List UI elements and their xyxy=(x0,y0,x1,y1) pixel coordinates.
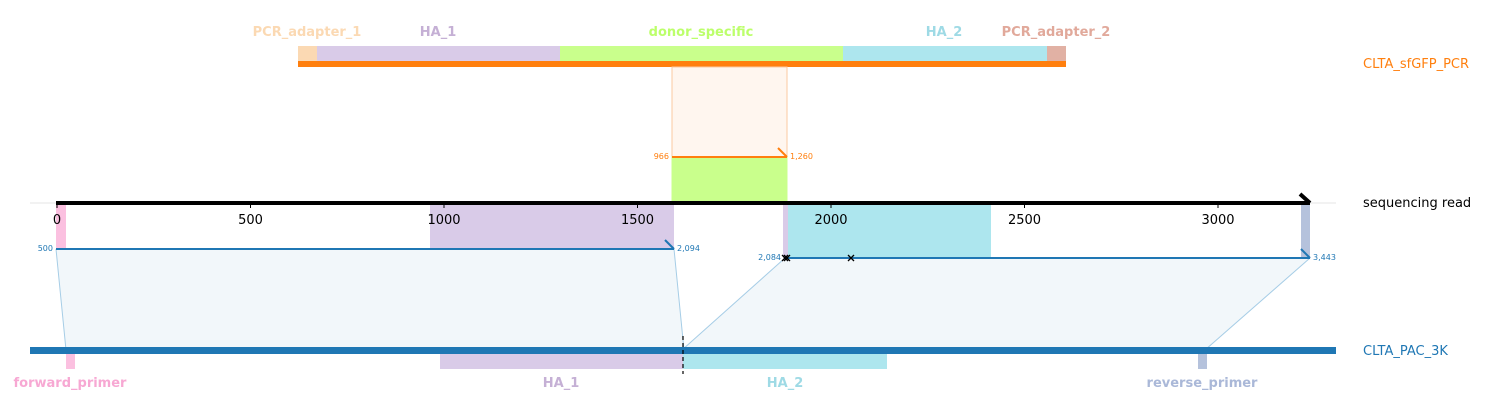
bottom-alignment-2-start-label: 2,084 xyxy=(758,253,781,262)
bottom-feature-ha-2 xyxy=(683,354,887,369)
top-feature-pcr-adapter-1 xyxy=(298,46,317,61)
bottom-feature-ha-1 xyxy=(440,354,683,369)
mismatch-marker xyxy=(781,254,789,262)
read-axis-tick-label: 0 xyxy=(53,213,61,228)
top-feature-pcr-adapter-2 xyxy=(1047,46,1066,61)
bottom-feature-label: HA_1 xyxy=(543,376,580,391)
mismatch-marker xyxy=(783,254,791,262)
read-feature-ha-2 xyxy=(788,204,991,258)
read-axis-tick-label: 3000 xyxy=(1201,213,1234,228)
top-alignment-arrow xyxy=(777,147,788,158)
mismatch-marker xyxy=(847,254,855,262)
bottom-alignment-2-edge-left xyxy=(681,257,786,351)
read-axis-tick-label: 500 xyxy=(238,213,263,228)
bottom-feature-forward-primer xyxy=(66,354,75,369)
top-feature-label: PCR_adapter_2 xyxy=(1002,25,1111,40)
top-reference-bar xyxy=(298,61,1066,67)
top-reference-name: CLTA_sfGFP_PCR xyxy=(1363,57,1469,72)
sequencing-read: 0 500 1000 1500 2000 2500 3000 sequencing read xyxy=(30,192,1471,258)
top-feature-label: HA_1 xyxy=(420,25,457,40)
top-alignment-fill xyxy=(671,66,788,158)
bottom-alignment-1-start-label: 500 xyxy=(38,244,53,253)
bottom-reference-name: CLTA_PAC_3K xyxy=(1363,344,1448,359)
read-axis-tick-label: 2000 xyxy=(814,213,847,228)
read-axis-ticks: 0 500 1000 1500 2000 2500 3000 xyxy=(53,203,1235,228)
read-feature-reverse-primer xyxy=(1301,204,1310,258)
read-feature-ha-1 xyxy=(430,204,674,249)
bottom-alignment-1-arrow xyxy=(664,239,675,250)
bottom-alignment-2-arrow xyxy=(1300,248,1311,259)
read-axis-tick-label: 2500 xyxy=(1008,213,1041,228)
read-feature-forward-primer xyxy=(56,204,66,249)
bottom-alignment-2-end-label: 3,443 xyxy=(1313,253,1336,262)
bottom-alignments: 500 2,094 2,084 3,443 xyxy=(38,239,1336,351)
top-feature-ha-1 xyxy=(317,46,560,61)
top-feature-donor-specific xyxy=(560,46,843,61)
top-feature-label: PCR_adapter_1 xyxy=(253,25,362,40)
bottom-alignment-1-edge-right xyxy=(673,248,685,351)
top-alignment-end-label: 1,260 xyxy=(790,152,813,161)
bottom-feature-reverse-primer xyxy=(1198,354,1207,369)
bottom-alignment-1-fill xyxy=(56,249,684,350)
read-feature-ha-1-fragment xyxy=(783,204,788,258)
top-alignment: 966 1,260 xyxy=(654,66,813,204)
read-name: sequencing read xyxy=(1363,196,1471,211)
bottom-feature-label: forward_primer xyxy=(14,376,128,391)
top-feature-label: HA_2 xyxy=(926,25,963,40)
bottom-alignment-2-edge-right xyxy=(1204,257,1311,351)
top-alignment-donor-fill xyxy=(671,156,788,204)
bottom-reference: forward_primer HA_1 HA_2 reverse_primer … xyxy=(14,336,1448,391)
bottom-feature-label: reverse_primer xyxy=(1147,376,1259,391)
bottom-alignment-1-edge-left xyxy=(55,248,67,351)
bottom-feature-label: HA_2 xyxy=(767,376,804,391)
top-feature-ha-2 xyxy=(843,46,1047,61)
read-axis-tick-label: 1000 xyxy=(427,213,460,228)
bottom-alignment-1-end-label: 2,094 xyxy=(677,244,700,253)
top-alignment-start-label: 966 xyxy=(654,152,669,161)
read-axis-tick-label: 1500 xyxy=(621,213,654,228)
read-direction-arrow xyxy=(1298,192,1312,205)
top-reference: PCR_adapter_1 HA_1 donor_specific HA_2 P… xyxy=(253,25,1469,72)
top-feature-label: donor_specific xyxy=(649,25,754,40)
bottom-alignment-2-fill xyxy=(682,258,1310,350)
